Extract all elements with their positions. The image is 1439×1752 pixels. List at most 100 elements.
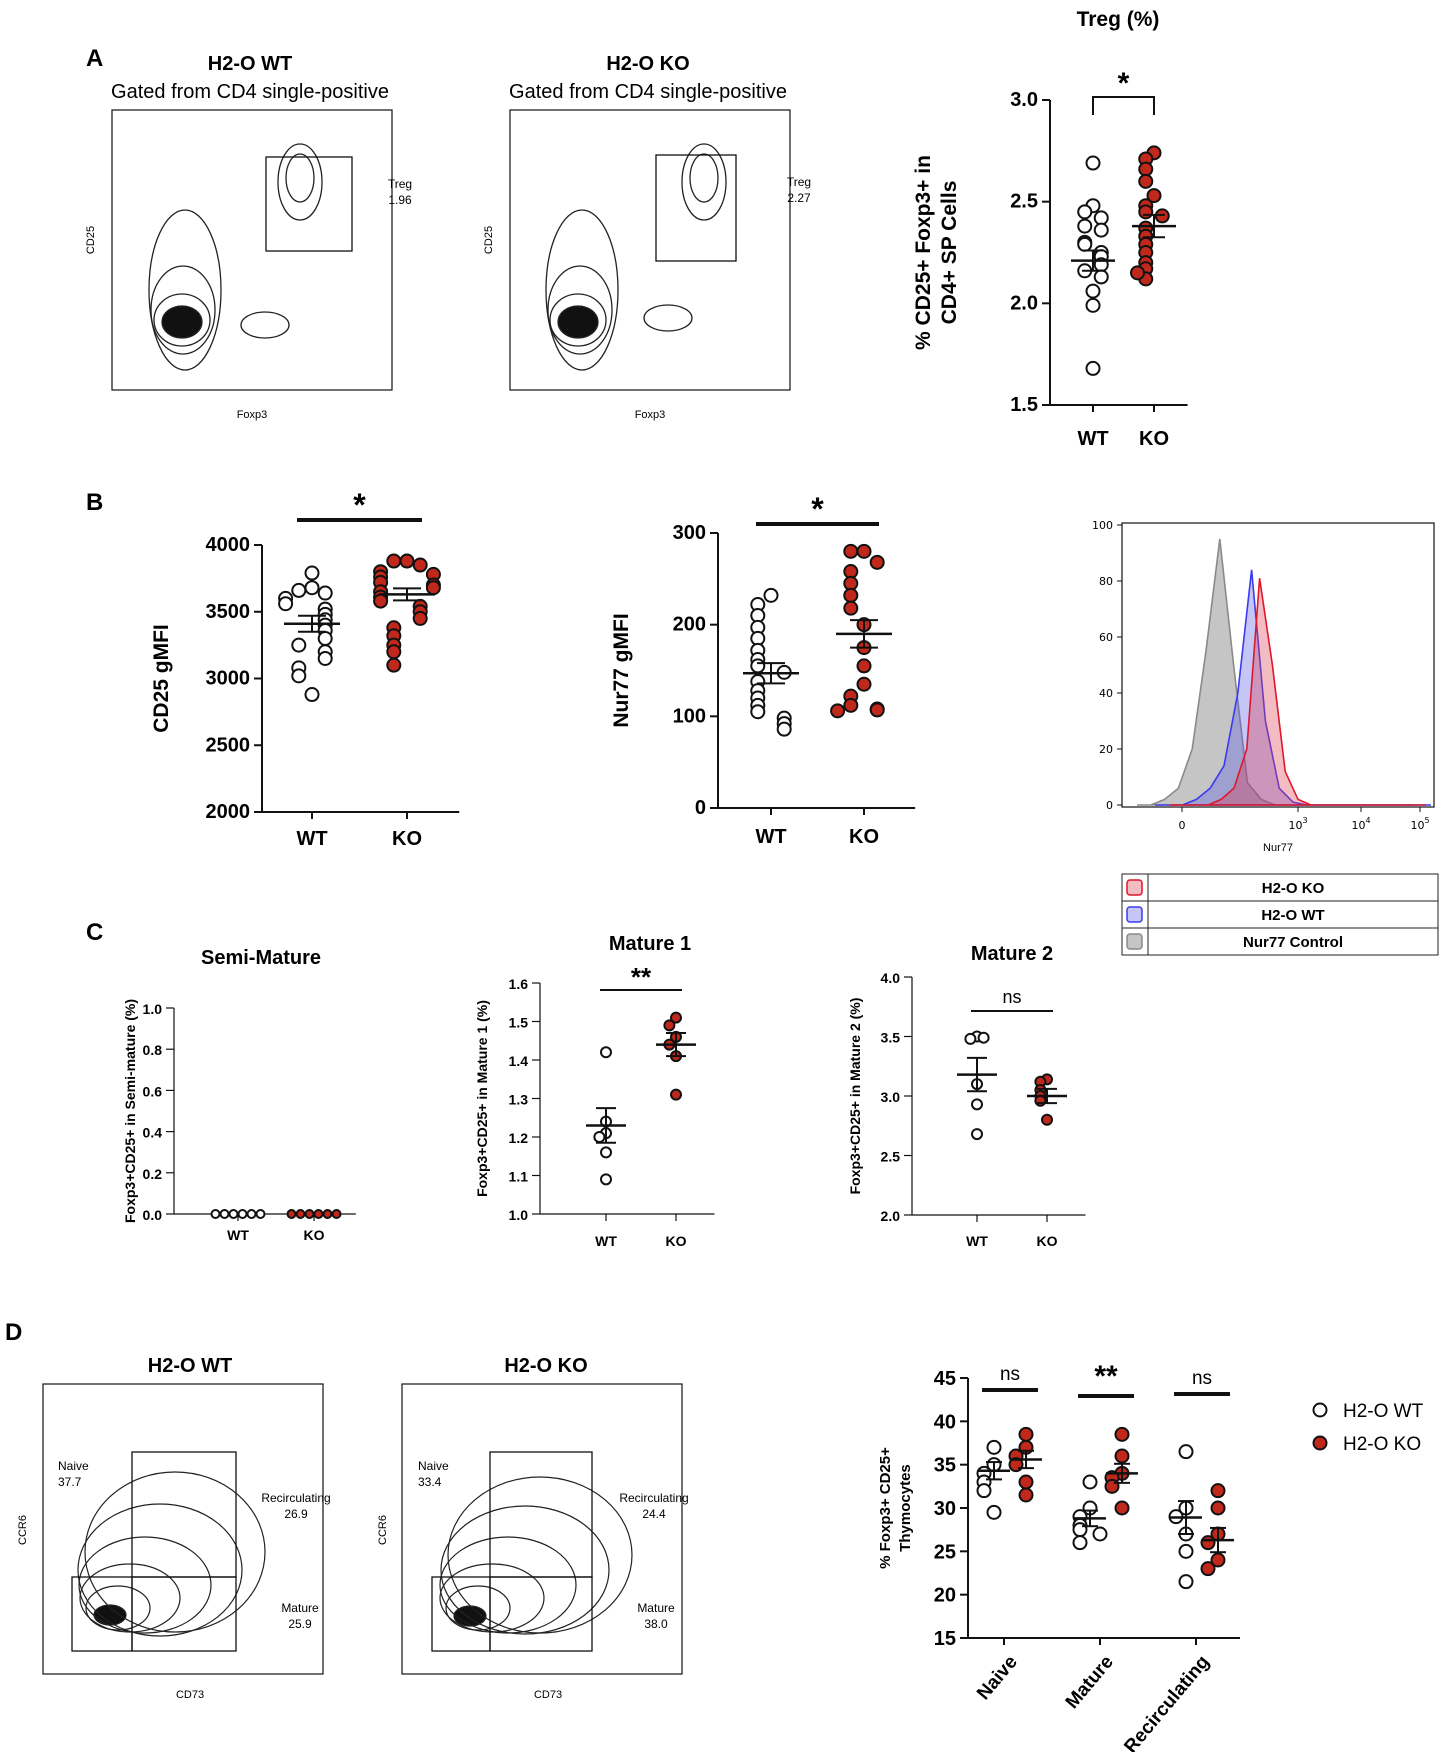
- data-point: [1138, 204, 1154, 220]
- chart-nur77-histogram: 0 20 40 60 80 100 0 103 104 105 Nur77 H2-O KO H2-O W…: [1092, 519, 1439, 956]
- y-tick-label: 1.4: [509, 1053, 529, 1069]
- data-point: [1034, 1094, 1047, 1107]
- flow-contours: [545, 143, 727, 371]
- legend-label: H2-O WT: [1261, 907, 1324, 924]
- flow-y-label: CD25: [85, 226, 97, 254]
- flow-subtitle: Gated from CD4 single-positive: [111, 81, 389, 103]
- data-point: [291, 637, 307, 653]
- data-point: [1210, 1552, 1226, 1568]
- x-tick-label: 104: [1351, 816, 1370, 832]
- x-tick-exponent: 5: [1424, 816, 1429, 825]
- data-point: [856, 676, 872, 692]
- gate-lines: [71, 1451, 237, 1652]
- data-point: [600, 1173, 612, 1186]
- data-point: [663, 1019, 676, 1032]
- gate-value: 2.27: [787, 191, 811, 205]
- significance-label: **: [1094, 1360, 1118, 1393]
- y-tick-label: 20: [934, 1585, 956, 1607]
- data-point: [1018, 1474, 1034, 1490]
- plot-frame: [1121, 522, 1435, 808]
- flow-title: H2-O WT: [148, 1355, 232, 1377]
- legend-swatch: [1126, 906, 1143, 923]
- y-tick-label: 80: [1099, 575, 1113, 588]
- data-point: [386, 657, 402, 673]
- y-tick-label: 25: [934, 1541, 956, 1563]
- gate-value-recirc: 24.4: [642, 1507, 666, 1521]
- y-tick-label: 1.0: [143, 1001, 163, 1017]
- x-tick-label: Naive: [973, 1652, 1022, 1704]
- legend-row: [1121, 873, 1439, 902]
- significance-label: ns: [1192, 1368, 1212, 1389]
- data-point: [843, 600, 859, 616]
- y-tick-label: 0.0: [143, 1207, 163, 1223]
- y-tick-label: 3.0: [1010, 89, 1038, 111]
- data-point: [1200, 1561, 1216, 1577]
- x-tick-label: WT: [296, 828, 327, 850]
- chart-d-grouped: 15 20 25 30 35 40 45 % Foxp3+ CD25+ Thymocytes Na…: [877, 1360, 1424, 1752]
- legend-label: H2-O WT: [1343, 1401, 1424, 1422]
- data-point: [1077, 204, 1093, 220]
- data-point: [670, 1088, 682, 1101]
- y-tick-label: 2500: [206, 734, 251, 756]
- chart-title: Mature 2: [971, 943, 1053, 965]
- significance-label: *: [1118, 67, 1130, 100]
- data-point: [286, 1209, 297, 1219]
- data-point: [1138, 173, 1154, 189]
- data-point: [869, 702, 885, 718]
- data-point: [1093, 269, 1109, 285]
- data-point: [304, 580, 320, 596]
- chart-title: Treg (%): [1077, 8, 1160, 31]
- data-point: [1210, 1483, 1226, 1499]
- y-axis-label: Foxp3+CD25+ in Semi-mature (%): [122, 999, 138, 1223]
- y-axis-label: Nur77 gMFI: [610, 613, 633, 727]
- x-tick-label: Mature: [1062, 1652, 1118, 1713]
- legend-label: H2-O KO: [1262, 880, 1325, 897]
- data-point: [386, 644, 402, 660]
- legend-marker: [1312, 1435, 1328, 1451]
- data-point: [971, 1128, 983, 1141]
- significance-label: ns: [1002, 987, 1021, 1007]
- data-point: [1077, 218, 1093, 234]
- data-point: [1018, 1426, 1034, 1442]
- data-point: [856, 658, 872, 674]
- data-point: [412, 610, 428, 626]
- data-point: [1072, 1535, 1088, 1551]
- data-point: [1082, 1474, 1098, 1490]
- data-point: [986, 1439, 1002, 1455]
- x-tick-exponent: 3: [1302, 816, 1307, 825]
- flow-frame: [111, 109, 393, 391]
- x-tick-label: KO: [849, 826, 879, 848]
- y-tick-label: 1.2: [509, 1130, 529, 1146]
- data-point: [843, 697, 859, 713]
- data-point: [750, 658, 766, 674]
- y-tick-label: 200: [673, 614, 706, 636]
- data-point: [412, 557, 428, 573]
- data-point: [977, 1031, 990, 1044]
- significance-label: ns: [1000, 1364, 1020, 1385]
- data-point: [600, 1046, 612, 1059]
- gate-label-mature: Mature: [637, 1601, 675, 1615]
- y-tick-label: 2000: [206, 801, 251, 823]
- data-point: [210, 1209, 221, 1219]
- flow-frame: [42, 1383, 324, 1675]
- data-point: [593, 1131, 606, 1143]
- gate-value-recirc: 26.9: [284, 1507, 308, 1521]
- legend-swatch: [1126, 933, 1143, 950]
- data-point: [255, 1209, 266, 1219]
- data-point: [322, 1209, 333, 1219]
- y-tick-label: 100: [1092, 519, 1113, 532]
- x-tick-label: WT: [966, 1233, 988, 1249]
- gate-value-mature: 38.0: [644, 1617, 668, 1631]
- legend-marker: [1312, 1402, 1328, 1418]
- x-tick-label: 103: [1288, 816, 1307, 832]
- data-point: [219, 1209, 230, 1219]
- y-axis-label: CD25 gMFI: [150, 624, 173, 733]
- gate-treg: [265, 156, 353, 252]
- data-point: [986, 1504, 1002, 1520]
- data-point: [600, 1146, 612, 1159]
- legend-label: Nur77 Control: [1243, 934, 1343, 951]
- x-tick-label: KO: [1139, 428, 1169, 450]
- flow-y-label: CCR6: [377, 1515, 389, 1545]
- y-tick-label: 35: [934, 1455, 956, 1477]
